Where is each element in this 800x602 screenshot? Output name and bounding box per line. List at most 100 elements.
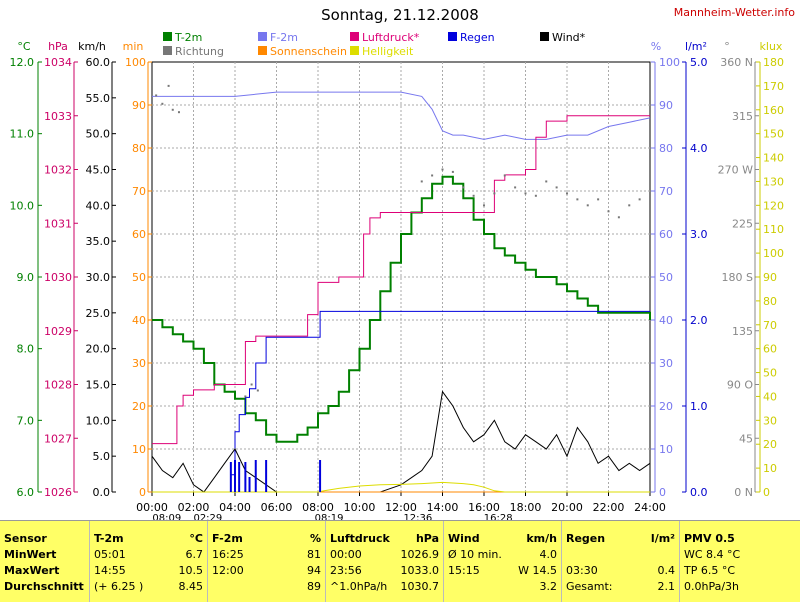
direction-point	[256, 389, 259, 392]
direction-point	[441, 168, 444, 171]
wind-axis-tick-label: 25.0	[86, 307, 111, 320]
direction-point	[244, 395, 247, 398]
sun-axis-tick-label: 10	[132, 443, 146, 456]
pressure-axis-tick-label: 1027	[44, 432, 72, 445]
table-col-pressure: Luftdruck hPa 00:00 1026.9 23:56 1033.0 ^1.…	[325, 521, 443, 602]
legend-label: Wind*	[552, 31, 586, 44]
direction-point	[483, 204, 485, 207]
lux-axis-tick-label: 30	[763, 414, 777, 427]
humidity-axis-tick-label: 30	[659, 357, 673, 370]
x-tick-label: 10:00	[344, 501, 376, 514]
lux-axis-tick-label: 160	[763, 104, 784, 117]
sun-time-mark: 12:36	[403, 513, 433, 524]
direction-point	[545, 180, 548, 183]
x-tick-label: 16:00	[468, 501, 500, 514]
direction-point	[462, 186, 465, 189]
chart-legend: T-2m F-2m Luftdruck* Regen Wind* Richtung Sonn…	[163, 31, 586, 58]
direction-point	[617, 216, 620, 219]
sun-time-mark: 08:19	[314, 513, 344, 524]
x-tick-label: 00:00	[136, 501, 168, 514]
sun-axis-tick-label: 60	[132, 228, 146, 241]
pressure-axis-tick-label: 1030	[44, 271, 72, 284]
lux-axis-tick-label: 180	[763, 56, 784, 69]
rain-axis-tick-label: 3.0	[690, 228, 708, 241]
sun-axis-unit: min	[123, 40, 144, 53]
table-col-sensor: Sensor MinWert MaxWert Durchschnitt	[0, 521, 88, 602]
table-cell: 0.4	[657, 564, 676, 577]
sun-time-mark: 16:28	[483, 513, 513, 524]
wind-axis-tick-label: 50.0	[86, 128, 111, 141]
table-cell: ^1.0hPa/h	[330, 580, 388, 593]
direction-axis-tick-label: 360 N	[720, 56, 753, 69]
rain-axis-tick-label: 0.0	[690, 486, 708, 499]
direction-point	[472, 194, 475, 197]
table-cell: 2.1	[657, 580, 676, 593]
temp-axis-tick-label: 10.0	[10, 199, 35, 212]
table-cell: 00:00	[330, 548, 362, 561]
table-unit: hPa	[415, 532, 439, 545]
chart-axes: 00:00 02:00 04:00 06:00 08:00 10:00 12:00 14:00…	[10, 40, 785, 514]
legend-label: F-2m	[270, 31, 298, 44]
direction-point	[534, 194, 537, 197]
sun-axis-tick-label: 0	[139, 486, 146, 499]
table-cell: (+ 6.25 )	[94, 580, 144, 593]
table-col-pmv: PMV 0.5 WC 8.4 °C TP 6.5 °C 0.0hPa/3h	[679, 521, 800, 602]
x-tick-label: 08:00	[302, 501, 334, 514]
wind-axis-unit: km/h	[78, 40, 106, 53]
direction-axis-tick-label: 90 O	[727, 379, 753, 392]
pressure-axis-tick-label: 1028	[44, 379, 72, 392]
direction-axis-tick-label: 180 S	[722, 271, 753, 284]
pressure-axis-unit: hPa	[48, 40, 68, 53]
lux-axis-tick-label: 170	[763, 80, 784, 93]
table-header: F-2m	[212, 532, 243, 545]
table-header: Sensor	[4, 532, 47, 545]
table-cell: 14:55	[94, 564, 126, 577]
rain-axis-tick-label: 5.0	[690, 56, 708, 69]
sun-time-mark: 08:09	[152, 513, 182, 524]
lux-axis-tick-label: 20	[763, 438, 777, 451]
legend-label: Helligkeit	[362, 45, 414, 58]
series-helligkeit-line	[152, 481, 650, 493]
wind-axis-tick-label: 15.0	[86, 379, 111, 392]
direction-point	[524, 192, 527, 195]
direction-axis-tick-label: 45	[739, 432, 753, 445]
wind-axis-tick-label: 30.0	[86, 271, 111, 284]
pressure-axis-tick-label: 1026	[44, 486, 72, 499]
lux-axis-tick-label: 150	[763, 128, 784, 141]
direction-point	[597, 198, 600, 201]
table-cell: 94	[307, 564, 321, 577]
wind-axis-tick-label: 40.0	[86, 199, 111, 212]
wind-axis-tick-label: 35.0	[86, 235, 111, 248]
series-t-2m-line	[152, 175, 651, 443]
sun-time-mark: 02:29	[193, 513, 223, 524]
direction-point	[638, 198, 641, 201]
humidity-axis-tick-label: 0	[659, 486, 666, 499]
table-cell: 15:15	[448, 564, 480, 577]
table-cell: 0.0hPa/3h	[684, 580, 740, 593]
table-cell: W 14.5	[518, 564, 557, 577]
legend-swatch	[163, 46, 172, 55]
direction-point	[566, 192, 568, 195]
direction-point	[576, 198, 579, 201]
sun-axis-tick-label: 30	[132, 357, 146, 370]
direction-point	[514, 186, 517, 189]
direction-point	[167, 84, 170, 87]
direction-point	[451, 170, 454, 173]
temp-axis-tick-label: 12.0	[10, 56, 35, 69]
temp-axis-tick-label: 9.0	[17, 271, 35, 284]
legend-label: Richtung	[175, 45, 224, 58]
temp-axis-tick-label: 7.0	[17, 414, 35, 427]
x-tick-label: 06:00	[261, 501, 293, 514]
legend-swatch	[350, 32, 359, 41]
lux-axis-tick-label: 130	[763, 175, 784, 188]
x-tick-label: 02:00	[178, 501, 210, 514]
direction-point	[586, 204, 589, 207]
sun-axis-tick-label: 100	[125, 56, 146, 69]
x-tick-label: 14:00	[427, 501, 459, 514]
table-header: PMV 0.5	[684, 532, 735, 545]
direction-point	[155, 94, 158, 97]
table-cell: 16:25	[212, 548, 244, 561]
sun-axis-tick-label: 70	[132, 185, 146, 198]
humidity-axis-tick-label: 60	[659, 228, 673, 241]
table-cell: 12:00	[212, 564, 244, 577]
